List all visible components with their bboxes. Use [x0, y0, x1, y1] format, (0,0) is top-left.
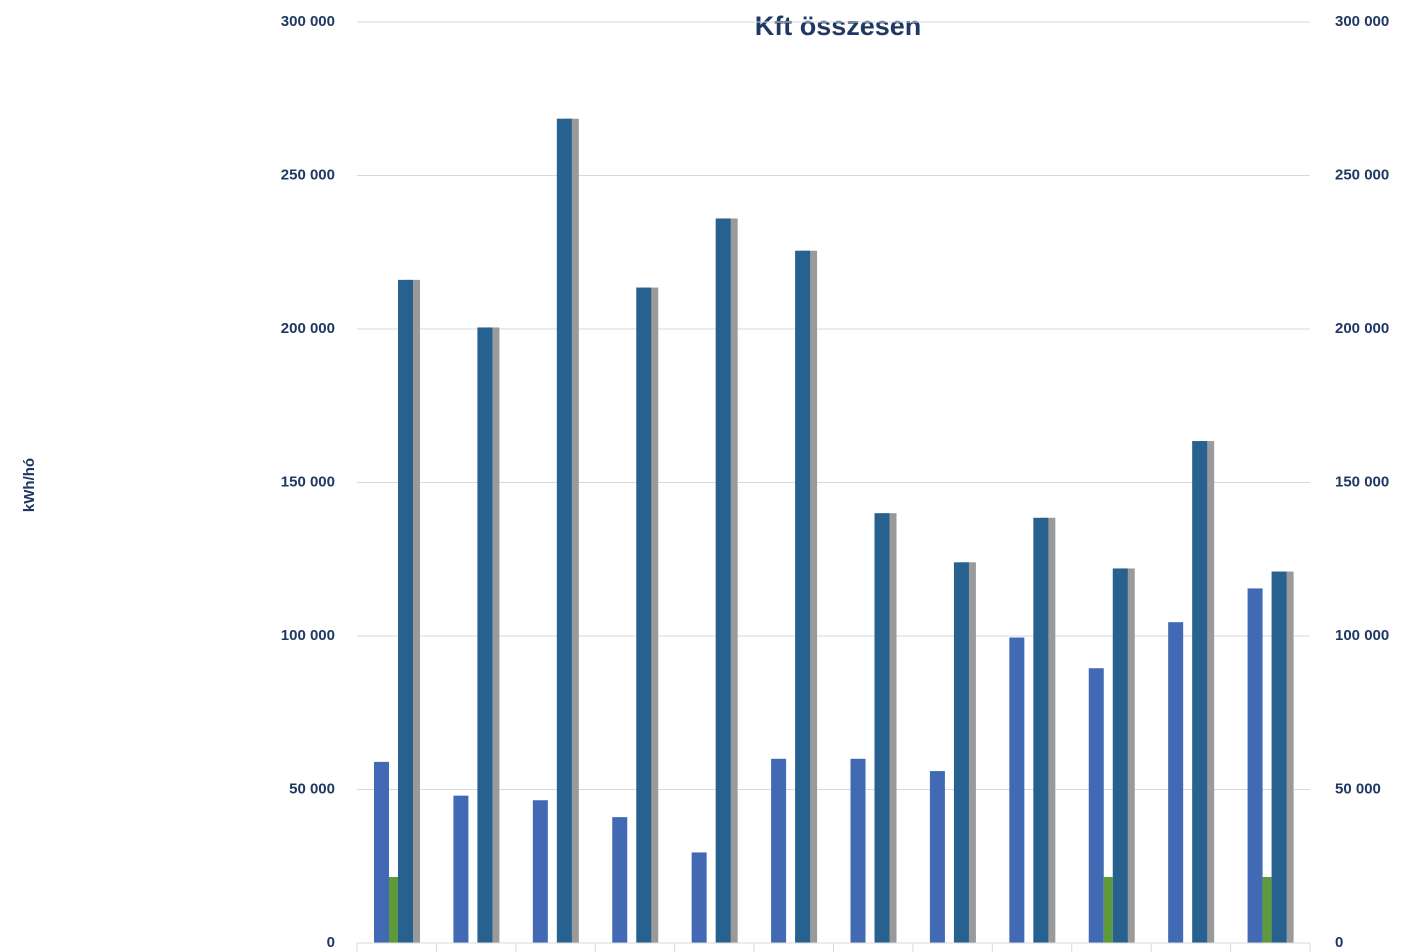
bar [532, 800, 548, 943]
bar [398, 279, 413, 943]
bar [612, 817, 628, 943]
y2-tick-label: 200 000 [1335, 320, 1389, 337]
bar [556, 118, 572, 943]
bar [929, 771, 945, 943]
bar [636, 287, 652, 943]
y-tick-label: 0 [327, 934, 335, 951]
bar [1088, 668, 1104, 943]
y-axis-title: kWh/hó [21, 458, 38, 512]
bar [374, 761, 389, 943]
bar [1262, 876, 1272, 943]
bar [874, 513, 890, 943]
bar [1009, 637, 1025, 943]
bar [1247, 588, 1263, 943]
bar [453, 795, 469, 943]
y2-tick-label: 100 000 [1335, 627, 1389, 644]
y2-tick-label: 150 000 [1335, 473, 1389, 490]
y2-tick-label: 50 000 [1335, 780, 1381, 797]
y-tick-label: 50 000 [289, 780, 335, 797]
y-tick-label: 200 000 [281, 320, 335, 337]
chart-title: Kft összesen [755, 11, 922, 41]
bar [1033, 517, 1049, 943]
bar [850, 758, 866, 943]
y-tick-label: 150 000 [281, 473, 335, 490]
bar [953, 562, 969, 943]
bar [1168, 622, 1184, 943]
bar [1112, 568, 1128, 943]
bar [1103, 876, 1113, 943]
bar [795, 250, 811, 944]
bar [389, 876, 398, 943]
y2-tick-label: 300 000 [1335, 13, 1389, 30]
y-tick-label: 250 000 [281, 166, 335, 183]
bar [771, 758, 787, 943]
bar [477, 327, 493, 944]
y-tick-label: 300 000 [281, 13, 335, 30]
y-tick-label: 100 000 [281, 627, 335, 644]
y2-tick-label: 250 000 [1335, 166, 1389, 183]
bar [1271, 571, 1287, 943]
y2-tick-label: 0 [1335, 934, 1343, 951]
bar [715, 218, 731, 944]
bar [1192, 441, 1208, 943]
bar [691, 852, 707, 943]
